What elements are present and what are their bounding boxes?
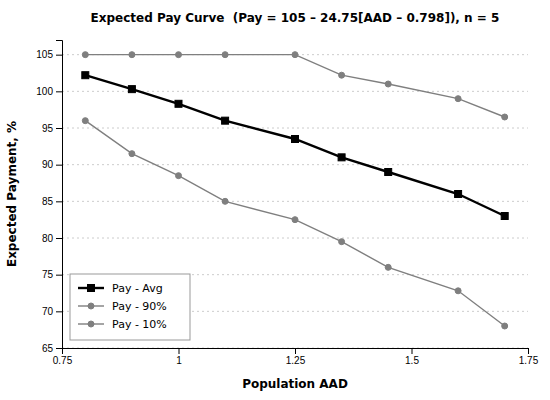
tick-mark xyxy=(56,201,62,202)
chart: 0.75 1 1.25 1.5 1.75 65 70 75 80 85 90 95 100 105 Pay … xyxy=(0,0,550,400)
legend-label: Pay - Avg xyxy=(112,282,163,295)
point xyxy=(455,96,461,102)
tick-label: 95 xyxy=(42,123,54,134)
point xyxy=(176,52,182,58)
tick-label: 90 xyxy=(42,159,54,170)
point xyxy=(338,154,345,161)
point xyxy=(502,323,508,329)
point xyxy=(385,264,391,270)
tick-label: 1.25 xyxy=(286,355,306,366)
tick: 70 xyxy=(42,306,62,317)
tick-mark xyxy=(56,238,62,239)
tick-mark xyxy=(56,128,62,129)
legend-box xyxy=(70,274,190,340)
tick-label: 80 xyxy=(42,233,54,244)
plot: 0.75 1 1.25 1.5 1.75 65 70 75 80 85 90 95 100 105 Pay … xyxy=(36,41,538,367)
marks xyxy=(82,52,508,329)
tick: 85 xyxy=(42,196,62,207)
point xyxy=(292,52,298,58)
series xyxy=(82,52,507,120)
axis-line xyxy=(63,349,529,355)
tick-label: 105 xyxy=(36,49,53,60)
tick: 105 xyxy=(36,49,62,60)
tick-mark xyxy=(295,348,296,354)
tick-mark xyxy=(412,348,413,354)
point xyxy=(339,239,345,245)
line xyxy=(85,55,504,117)
tick: 1.75 xyxy=(519,348,539,366)
tick-mark xyxy=(56,348,62,349)
x-axis: 0.75 1 1.25 1.5 1.75 xyxy=(53,348,539,366)
tick-label: 1.5 xyxy=(405,355,419,366)
point xyxy=(222,198,228,204)
tick-label: 70 xyxy=(42,306,54,317)
tick: 1.5 xyxy=(405,348,419,366)
tick-mark xyxy=(528,348,529,354)
tick: 65 xyxy=(42,343,62,354)
tick-label: 65 xyxy=(42,343,54,354)
y-axis-title: Expected Payment, % xyxy=(5,121,19,267)
legend-label: Pay - 10% xyxy=(112,318,167,331)
point xyxy=(222,52,228,58)
grid-line xyxy=(62,238,528,239)
tick-mark xyxy=(56,275,62,276)
point xyxy=(292,217,298,223)
tick-mark xyxy=(179,348,180,354)
tick-label: 75 xyxy=(42,269,54,280)
point xyxy=(292,136,299,143)
point xyxy=(128,86,135,93)
point xyxy=(82,118,88,124)
legend-marker xyxy=(88,321,94,327)
legend-label: Pay - 90% xyxy=(112,300,167,313)
legend-marker xyxy=(88,303,94,309)
legend-marker xyxy=(88,285,95,292)
tick-label: 100 xyxy=(36,86,53,97)
grid-line xyxy=(62,128,528,129)
point xyxy=(339,72,345,78)
tick: 90 xyxy=(42,159,62,170)
point xyxy=(82,52,88,58)
tick: 100 xyxy=(36,86,62,97)
point xyxy=(502,114,508,120)
tick-mark xyxy=(56,91,62,92)
point xyxy=(501,213,508,220)
point xyxy=(176,173,182,179)
tick-label: 1.75 xyxy=(519,355,539,366)
tick-label: 1 xyxy=(176,355,182,366)
tick: 1.25 xyxy=(286,348,306,366)
point xyxy=(129,151,135,157)
grid-line xyxy=(62,201,528,202)
tick-mark xyxy=(56,311,62,312)
grid xyxy=(62,55,528,348)
tick: 1 xyxy=(176,348,182,366)
point xyxy=(455,288,461,294)
tick-label: 85 xyxy=(42,196,54,207)
title: Expected Pay Curve (Pay = 105 – 24.75[AA… xyxy=(91,11,500,25)
legend-item: Pay - 10% xyxy=(78,318,167,331)
point xyxy=(82,72,89,79)
point xyxy=(129,52,135,58)
tick-label: 0.75 xyxy=(53,355,73,366)
point xyxy=(222,117,229,124)
series xyxy=(82,72,508,220)
y-axis: 65 70 75 80 85 90 95 100 105 xyxy=(36,41,62,354)
tick: 80 xyxy=(42,233,62,244)
point xyxy=(175,100,182,107)
x-axis-title: Population AAD xyxy=(242,377,348,391)
tick-mark xyxy=(56,55,62,56)
point xyxy=(385,81,391,87)
legend-item: Pay - Avg xyxy=(78,282,163,295)
legend: Pay - Avg Pay - 90% Pay - 10% xyxy=(70,274,190,340)
line xyxy=(85,75,504,216)
tick: 75 xyxy=(42,269,62,280)
tick: 95 xyxy=(42,123,62,134)
legend-item: Pay - 90% xyxy=(78,300,167,313)
tick-mark xyxy=(56,165,62,166)
grid-line xyxy=(62,164,528,165)
point xyxy=(385,169,392,176)
point xyxy=(455,191,462,198)
tick: 0.75 xyxy=(53,348,73,366)
axis-line xyxy=(56,41,63,349)
